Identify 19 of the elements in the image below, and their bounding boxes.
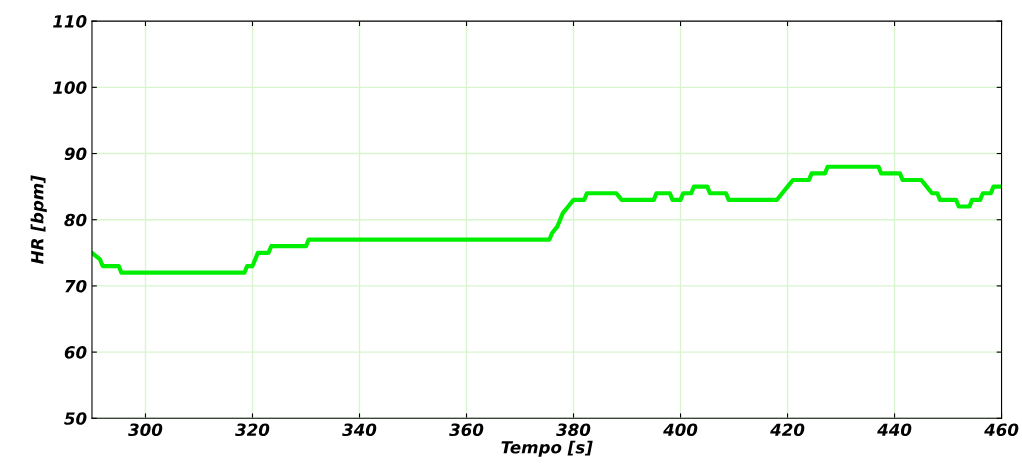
x-tick-label: 360 [449,423,484,437]
y-tick-label: 50 [64,412,87,425]
y-tick-label: 70 [65,279,87,293]
x-tick-label: 320 [235,423,270,437]
x-tick-label: 400 [663,423,698,437]
x-tick-label: 420 [770,423,805,437]
x-tick-label: 340 [342,423,377,437]
x-axis-title: Tempo [s] [501,440,593,457]
y-tick-label: 110 [53,15,87,28]
y-tick-label: 90 [64,147,87,161]
y-tick-label: 60 [64,346,87,359]
x-tick-label: 380 [556,423,591,437]
y-tick-label: 80 [64,213,87,227]
line-series [91,164,1002,275]
x-tick-label: 460 [984,423,1019,437]
y-axis-title: HR [bpm] [30,175,47,264]
x-tick-label: 300 [128,423,163,437]
x-tick-label: 440 [877,423,912,437]
y-tick-label: 100 [53,81,87,94]
